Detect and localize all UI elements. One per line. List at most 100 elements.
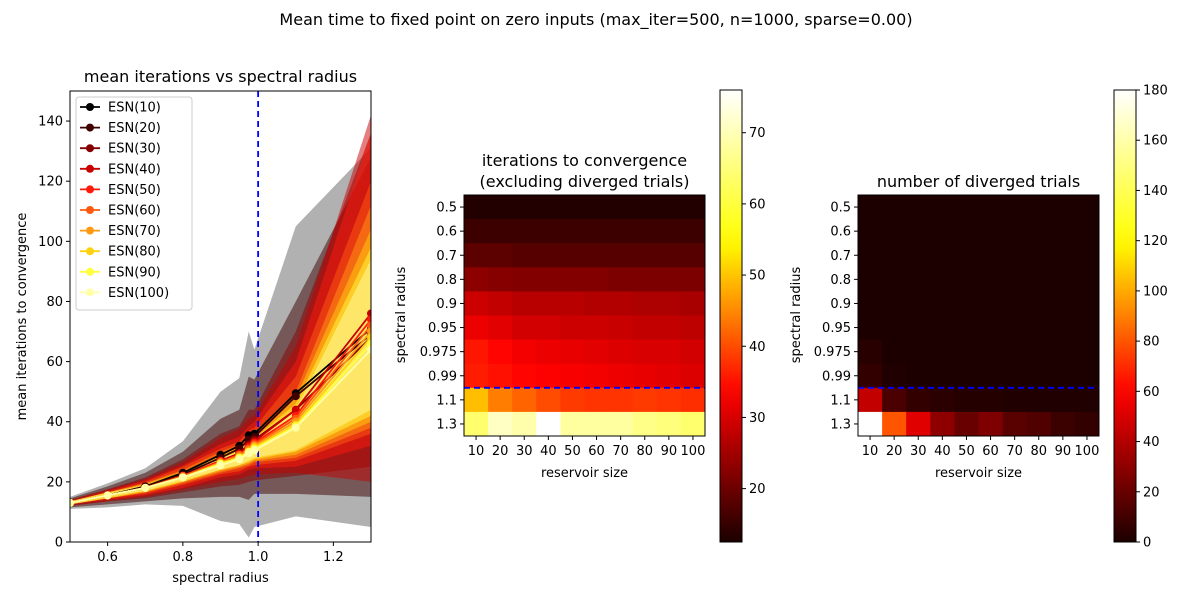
y-tick-label: 0	[55, 536, 63, 551]
heatmap-cell	[656, 219, 682, 244]
heatmap-cell	[656, 267, 682, 292]
data-point	[141, 483, 150, 492]
line-chart-frame	[69, 90, 372, 543]
heatmap-cell	[1002, 387, 1028, 413]
heatmap-cell	[608, 243, 634, 268]
legend: ESN(10) ESN(20) ESN(30) ESN(40) ESN(50) ESN(6…	[75, 96, 193, 311]
heatmap-cell	[560, 243, 585, 268]
heatmap-cell	[680, 267, 706, 292]
heatmap-cell	[978, 315, 1003, 340]
heatmap2-xlabel: reservoir size	[935, 466, 1022, 481]
heatmap-cell	[930, 339, 955, 365]
heatmap-cell	[608, 387, 634, 413]
legend-label: ESN(60)	[108, 204, 161, 219]
colorbar-tick-label: 30	[749, 411, 766, 426]
heatmap-cell	[930, 387, 955, 413]
heatmap-cell	[978, 195, 1003, 220]
y-tick-label: 1.3	[830, 417, 851, 432]
heatmap-cell	[656, 243, 682, 268]
heatmap-cell	[954, 339, 979, 365]
x-tick-label: 60	[588, 444, 605, 459]
heatmap-cell	[464, 219, 489, 244]
x-tick-label: 1.2	[323, 550, 344, 565]
heatmap-cell	[488, 219, 513, 244]
heatmap-cell	[1074, 363, 1100, 389]
heatmap-cell	[464, 195, 489, 220]
colorbar-tick-label: 80	[1143, 335, 1160, 350]
colorbar-tick-label: 100	[1143, 284, 1168, 299]
heatmap-cell	[882, 411, 907, 437]
heatmap-cell	[906, 267, 931, 292]
heatmap-cell	[930, 243, 955, 268]
colorbar-tick-label: 40	[749, 340, 766, 355]
data-point	[291, 392, 300, 401]
heatmap-cell	[1050, 291, 1076, 316]
heatmap-cell	[1074, 315, 1100, 340]
heatmap-cell	[858, 363, 883, 389]
y-tick-label: 0.975	[814, 345, 851, 360]
heatmap-cell	[656, 411, 682, 437]
data-point	[70, 498, 74, 507]
heatmap-cell	[656, 339, 682, 365]
heatmap-cell	[584, 387, 609, 413]
heatmap-cell	[464, 387, 489, 413]
heatmap-cell	[560, 195, 585, 220]
legend-marker	[86, 164, 94, 173]
heatmap-cell	[584, 363, 609, 389]
legend-label: ESN(40)	[108, 162, 161, 177]
diverged-heatmap-panel: number of diverged trials 10 20 30 40 50 60 70…	[789, 84, 1168, 551]
heatmap-cell	[584, 267, 609, 292]
heatmap-cell	[488, 411, 513, 437]
heatmap-cell	[608, 339, 634, 365]
heatmap-cell	[1026, 267, 1052, 292]
heatmap-cell	[608, 315, 634, 340]
heatmap-cell	[464, 267, 489, 292]
colorbar-tick-label: 70	[749, 126, 766, 141]
heatmap-cell	[656, 363, 682, 389]
heatmap-cell	[464, 363, 489, 389]
heatmap-cell	[632, 195, 658, 220]
heatmap-cell	[680, 411, 706, 437]
x-tick-label: 30	[910, 444, 927, 459]
legend-label: ESN(30)	[108, 142, 161, 157]
heatmap-cell	[632, 315, 658, 340]
x-tick-label: 70	[612, 444, 629, 459]
heatmap-cell	[858, 219, 883, 244]
heatmap-cell	[536, 291, 561, 316]
x-tick-label: 80	[1030, 444, 1047, 459]
heatmap1-frame	[463, 194, 706, 437]
y-tick-label: 0.6	[830, 225, 851, 240]
heatmap-cell	[584, 411, 609, 437]
line-chart-panel: mean iterations vs spectral radius 0.6 0.…	[15, 67, 372, 586]
heatmap-ticks: 10 20 30 40 50 60 70 80 90 100 0.5 0.6 0.7 0.8 0.9 0.95…	[420, 201, 706, 459]
heatmap-cell	[536, 219, 561, 244]
colorbar-tick-label: 40	[1143, 435, 1160, 450]
x-tick-label: 30	[516, 444, 533, 459]
heatmap-cell	[1026, 387, 1052, 413]
heatmap-cell	[536, 315, 561, 340]
x-tick-label: 60	[982, 444, 999, 459]
heatmap-cell	[1074, 267, 1100, 292]
heatmap-cell	[882, 243, 907, 268]
colorbar-tick-label: 50	[749, 269, 766, 284]
y-tick-label: 0.6	[436, 225, 457, 240]
x-tick-label: 50	[564, 444, 581, 459]
heatmap1-title-line2: (excluding diverged trials)	[480, 172, 690, 191]
heatmap-cell	[906, 363, 931, 389]
heatmap-cell	[584, 315, 609, 340]
heatmap-cell	[1074, 219, 1100, 244]
heatmap-cell	[906, 243, 931, 268]
heatmap-cell	[560, 339, 585, 365]
heatmap-cell	[978, 411, 1003, 437]
y-tick-label: 0.5	[830, 201, 851, 216]
heatmap-cell	[488, 339, 513, 365]
colorbar-diverged: 0 20 40 60 80 100 120 140 160 180	[1113, 84, 1168, 551]
heatmap-cell	[608, 411, 634, 437]
y-tick-label: 40	[46, 415, 63, 430]
heatmap-cell	[930, 363, 955, 389]
heatmap-cell	[1050, 243, 1076, 268]
confidence-band-10	[70, 259, 371, 505]
heatmap-cell	[906, 339, 931, 365]
heatmap-cell	[1050, 315, 1076, 340]
